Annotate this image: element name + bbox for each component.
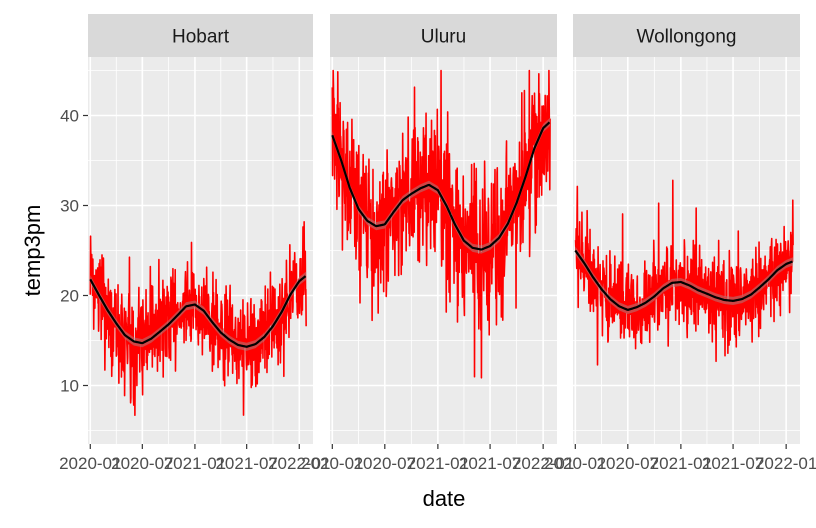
y-tick-label: 20 <box>60 287 79 306</box>
x-tick-label: 2020-01 <box>544 454 606 473</box>
x-tick-label: 2020-07 <box>354 454 416 473</box>
x-axis-title: date <box>423 486 466 511</box>
x-tick-label: 2020-07 <box>597 454 659 473</box>
x-tick-label: 2022-01 <box>512 454 574 473</box>
x-tick-label: 2021-07 <box>459 454 521 473</box>
y-tick-label: 30 <box>60 197 79 216</box>
smooth-trend-line <box>574 249 793 311</box>
x-tick-label: 2021-01 <box>650 454 712 473</box>
facet-strip <box>330 14 557 57</box>
smooth-confidence-band <box>332 117 551 254</box>
smooth-trend-line <box>331 121 551 251</box>
x-tick-label: 2022-01 <box>268 454 330 473</box>
y-axis-title: temp3pm <box>20 205 45 297</box>
facet-strip <box>88 14 313 57</box>
x-tick-label: 2020-07 <box>111 454 173 473</box>
x-tick-label: 2020-01 <box>59 454 121 473</box>
x-tick-label: 2021-01 <box>164 454 226 473</box>
x-tick-label: 2021-07 <box>702 454 764 473</box>
smooth-trend-line <box>89 275 307 348</box>
facet-strip-label: Wollongong <box>636 27 736 48</box>
facet-strip <box>573 14 800 57</box>
x-tick-label: 2021-07 <box>215 454 277 473</box>
x-tick-label: 2021-01 <box>407 454 469 473</box>
y-tick-label: 40 <box>60 107 79 126</box>
facet-strip-label: Uluru <box>421 27 466 48</box>
facet-strip-label: Hobart <box>172 27 230 48</box>
x-tick-label: 2020-01 <box>301 454 363 473</box>
x-tick-label: 2022-01 <box>755 454 816 473</box>
series-line-hobart <box>89 220 307 417</box>
series-line-wollongong <box>574 179 794 366</box>
y-tick-label: 10 <box>60 377 79 396</box>
smooth-confidence-band <box>575 246 794 314</box>
